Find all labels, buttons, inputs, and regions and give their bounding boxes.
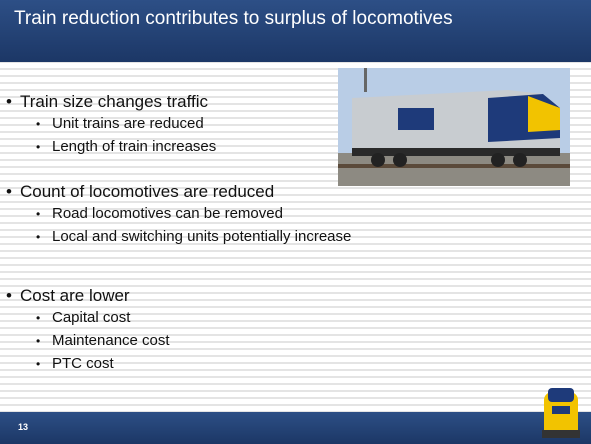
bullet-text: Count of locomotives are reduced bbox=[20, 182, 274, 201]
bullet-text: Train size changes traffic bbox=[20, 92, 208, 111]
slide-title: Train reduction contributes to surplus o… bbox=[14, 7, 484, 30]
footer-bar: 13 bbox=[0, 412, 591, 444]
sub-bullet: Unit trains are reduced bbox=[52, 115, 204, 132]
locomotive-icon bbox=[540, 384, 582, 442]
sub-bullet: PTC cost bbox=[52, 355, 114, 372]
sub-bullet: Length of train increases bbox=[52, 138, 216, 155]
title-bar: Train reduction contributes to surplus o… bbox=[0, 0, 591, 62]
bullet: Count of locomotives are reduced bbox=[6, 182, 274, 202]
bullet-text: Cost are lower bbox=[20, 286, 130, 305]
sub-bullet: Capital cost bbox=[52, 309, 130, 326]
sub-bullet: Maintenance cost bbox=[52, 332, 170, 349]
slide: Train reduction contributes to surplus o… bbox=[0, 0, 591, 444]
page-number: 13 bbox=[18, 422, 28, 432]
bullet: Cost are lower bbox=[6, 286, 130, 306]
bullet: Train size changes traffic bbox=[6, 92, 208, 112]
sub-bullet: Local and switching units potentially in… bbox=[52, 228, 351, 245]
locomotive-photo bbox=[338, 68, 570, 186]
sub-bullet: Road locomotives can be removed bbox=[52, 205, 283, 222]
